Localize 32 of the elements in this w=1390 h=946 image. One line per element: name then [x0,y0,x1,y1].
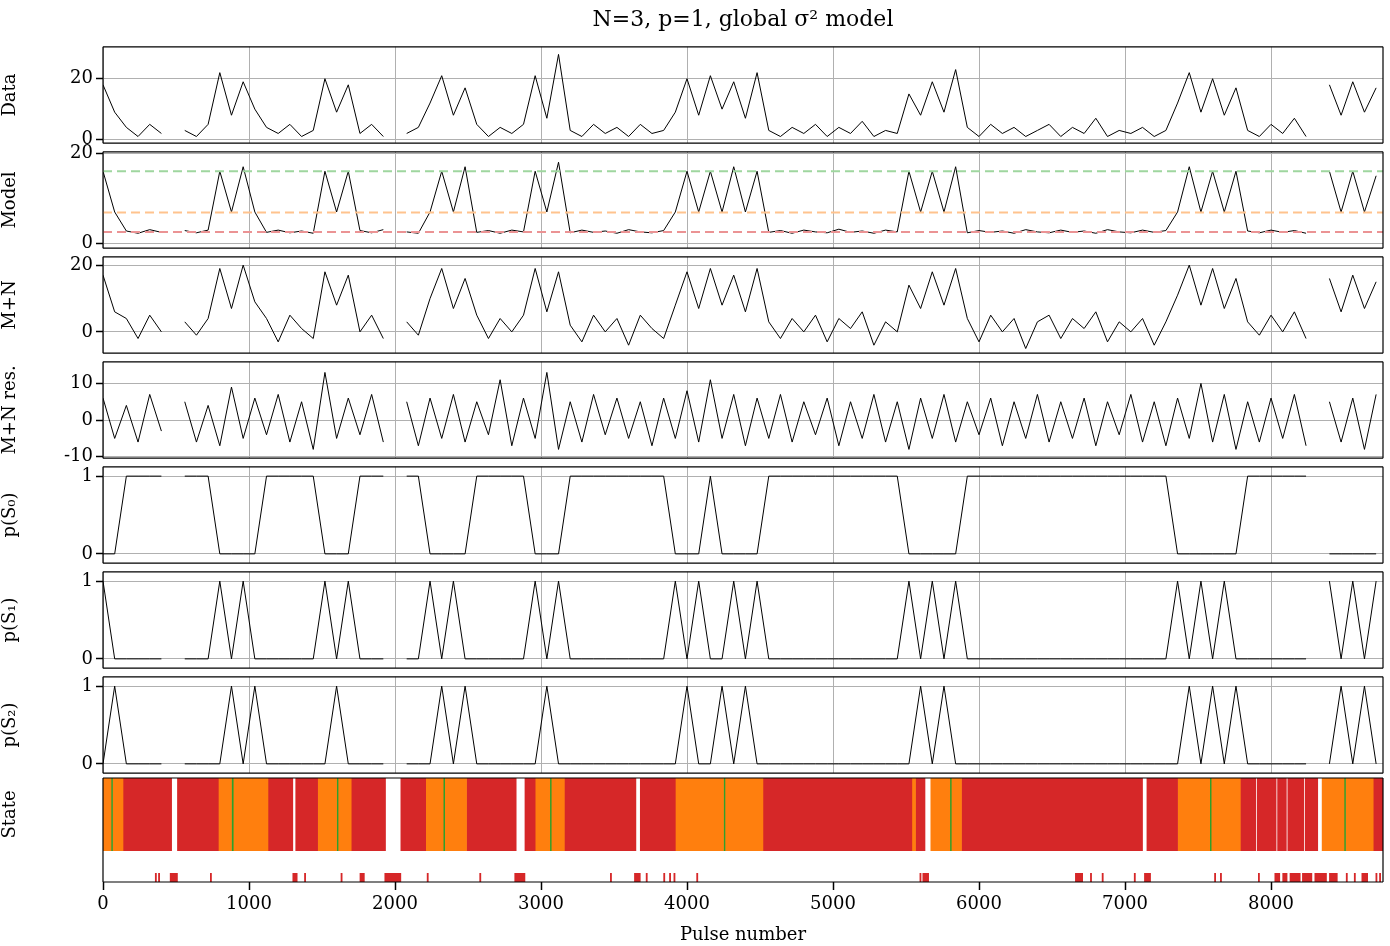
y-tick-label: 1 [81,673,93,695]
y-tick-label: 20 [70,252,93,274]
y-tick-label: 20 [70,66,93,88]
x-tick-label: 4000 [664,892,710,914]
y-axis-title: State [0,790,20,839]
y-axis-title: M+N [0,280,20,330]
x-tick-label: 3000 [518,892,564,914]
y-tick-label: -10 [64,444,93,466]
y-tick-label: 0 [81,407,93,429]
y-axis-title: Model [0,171,20,229]
y-tick-label: 0 [81,541,93,563]
x-axis-title: Pulse number [679,922,807,944]
y-tick-label: 0 [81,231,93,253]
x-tick-label: 5000 [810,892,856,914]
y-tick-label: 1 [81,463,93,485]
x-tick-label: 6000 [956,892,1002,914]
x-tick-label: 7000 [1102,892,1148,914]
y-axis-title: p(S₂) [0,702,20,748]
x-tick-label: 1000 [226,892,272,914]
y-axis-title: Data [0,73,20,117]
y-axis-title: p(S₁) [0,597,20,643]
x-tick-label: 0 [97,892,109,914]
x-tick-label: 8000 [1248,892,1294,914]
y-tick-label: 1 [81,568,93,590]
y-tick-label: 0 [81,751,93,773]
chart-title: N=3, p=1, global σ² model [591,6,895,31]
y-tick-label: 10 [70,371,93,393]
x-tick-label: 2000 [372,892,418,914]
y-axis-title: p(S₀) [0,492,20,538]
y-axis-title: M+N res. [0,365,20,455]
y-tick-label: 0 [81,646,93,668]
y-tick-label: 0 [81,319,93,341]
